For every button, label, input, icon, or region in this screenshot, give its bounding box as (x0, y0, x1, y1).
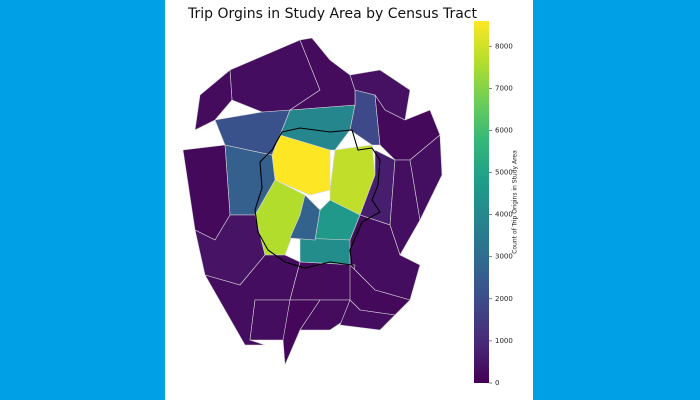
tract (299, 237, 356, 266)
colorbar-tick-label: 6000 (495, 126, 513, 134)
colorbar-tick-label: 4000 (495, 211, 513, 219)
tract (339, 299, 396, 331)
tract (289, 194, 321, 241)
study-area-outline (254, 127, 381, 269)
colorbar-tick-label: 8000 (495, 42, 513, 50)
colorbar-tick-label: 7000 (495, 84, 513, 92)
colorbar-tick-label: 2000 (495, 295, 513, 303)
tract (389, 159, 421, 256)
map-title: Trip Orgins in Study Area by Census Trac… (187, 6, 477, 22)
tract (409, 134, 443, 221)
tract (282, 299, 321, 366)
tract (289, 261, 356, 301)
colorbar-tick-label: 5000 (495, 169, 513, 177)
tract (194, 69, 233, 131)
colorbar-tick-label: 1000 (495, 337, 513, 345)
colorbar-axis: 0 1000 2000 3000 4000 5000 6000 7000 8000 (489, 42, 513, 387)
colorbar-label: Count of Trip Origins in Study Area (512, 150, 519, 254)
colorbar-tick-label: 3000 (495, 253, 513, 261)
colorbar-tick-label: 0 (495, 379, 499, 387)
tracts (182, 37, 443, 366)
tract (182, 144, 231, 241)
colorbar (474, 21, 489, 383)
